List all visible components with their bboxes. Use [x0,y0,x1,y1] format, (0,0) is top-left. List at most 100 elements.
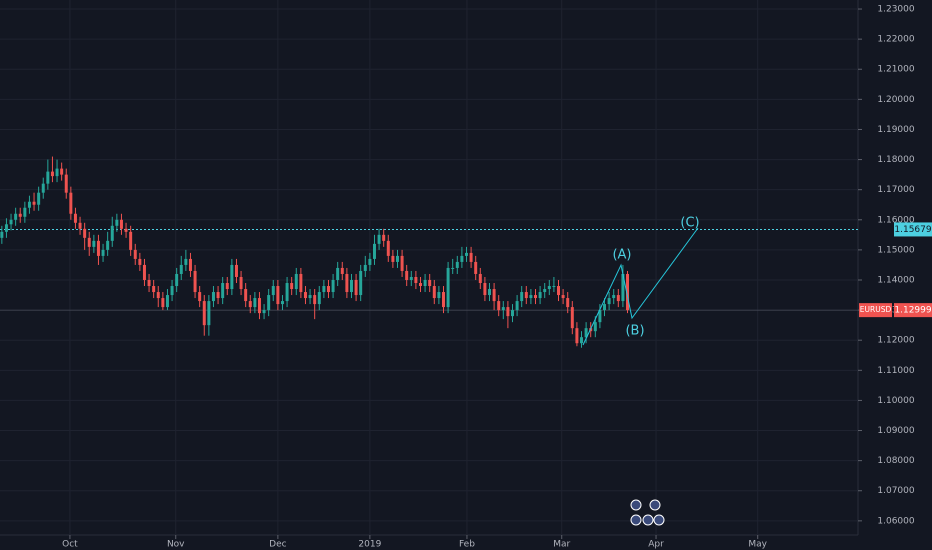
candle-body [580,337,584,344]
candle-body [368,258,372,265]
candle-body [340,267,344,274]
candle-body [423,279,427,287]
candle-body [106,240,110,250]
candle-body [37,192,41,205]
candle-body [73,213,77,223]
candle-body [253,298,257,308]
candle-body [299,273,303,293]
candle-body [520,292,524,302]
candle-body [598,310,602,323]
wave-label: (A) [612,248,631,263]
candle-body [395,255,399,262]
candle-body [230,264,234,290]
candle-body [124,228,128,232]
candle-body [198,292,202,302]
y-tick-label: 1.09000 [877,426,914,436]
level-tag [894,222,932,237]
candle-body [331,279,335,293]
y-tick-label: 1.22000 [877,35,914,45]
candle-body [303,292,307,299]
x-tick-label: Apr [648,540,664,550]
candle-body [400,255,404,271]
candle-body [409,276,413,280]
candle-body [626,273,630,311]
candle-body [506,307,510,317]
candle-body [152,286,156,293]
candle-body [386,240,390,256]
symbol-tag [859,303,892,318]
candle-body [497,301,501,311]
candle-body [547,286,551,290]
candle-body [290,283,294,290]
candle-body [161,298,165,308]
candle-body [179,264,183,274]
candle-body [170,286,174,296]
candle-body [46,171,50,184]
candle-body [207,301,211,326]
candle-body [83,228,87,238]
candle-body [257,298,261,314]
wave-drawing [582,227,699,346]
candle-body [603,304,607,311]
candle-body [267,295,271,311]
candle-body [41,183,45,193]
candle-body [248,301,252,308]
candle-body [129,231,133,250]
candle-body [193,270,197,293]
candle-body [216,292,220,299]
candle-body [60,168,64,175]
candle-body [239,276,243,290]
candle-body [552,286,556,288]
wave-label: (C) [680,216,699,231]
y-tick-label: 1.06000 [877,516,914,526]
candle-body [349,279,353,293]
last-price-tag [894,303,932,318]
candle-body [87,237,91,247]
candle-body [138,258,142,265]
candle-body [0,231,4,238]
candle-body [593,322,597,332]
candle-body [78,222,82,229]
candle-body [147,279,151,287]
y-tick-label: 1.23000 [877,5,914,15]
candle-body [101,249,105,256]
candle-body [115,219,119,226]
candle-body [27,201,31,208]
candle-body [280,301,284,305]
candle-body [621,273,625,302]
candle-body [469,252,473,262]
y-tick-label: 1.14000 [877,275,914,285]
candle-body [515,301,519,311]
candle-body [455,261,459,268]
y-tick-label: 1.08000 [877,456,914,466]
candle-body [446,267,450,308]
wave-label: (B) [625,324,644,339]
y-tick-label: 1.18000 [877,155,914,165]
candle-body [529,295,533,299]
candle-body [18,213,22,217]
candle-body [221,283,225,299]
candle-body [225,283,229,290]
y-tick-label: 1.12000 [877,336,914,346]
last-price-tag-label: 1.12999 [894,306,931,316]
y-tick-label: 1.19000 [877,125,914,135]
y-tick-label: 1.21000 [877,65,914,75]
candle-body [543,289,547,293]
candle-body [211,292,215,302]
candle-body [23,207,27,217]
candle-body [308,295,312,299]
candle-body [483,283,487,296]
y-tick-label: 1.16000 [877,215,914,225]
candle-body [377,234,381,244]
candle-body [607,298,611,305]
candle-body [538,292,542,299]
candle-body [478,273,482,284]
candles [0,156,630,348]
candle-body [202,301,206,326]
candle-body [313,295,317,305]
candle-body [418,283,422,287]
candle-body [616,295,620,302]
x-tick-label: Oct [62,540,78,550]
